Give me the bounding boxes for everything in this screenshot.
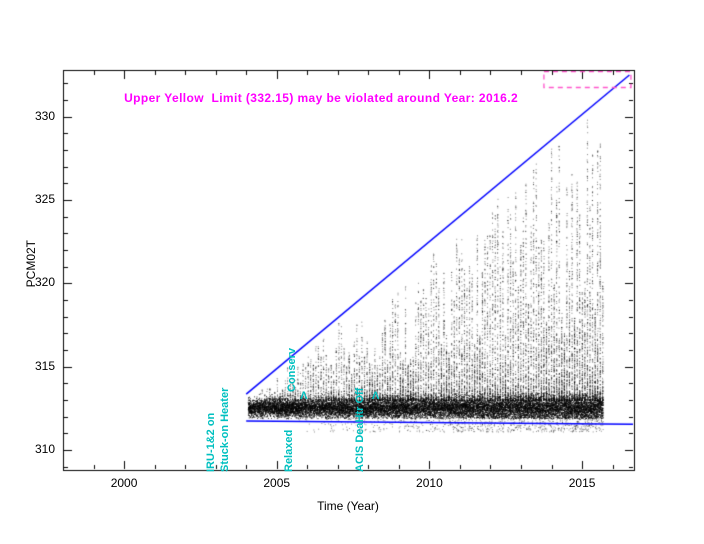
event-label-3: Relaxed (283, 429, 295, 472)
event-marker-0: Λ (300, 390, 308, 402)
x-tick-label: 2005 (263, 476, 291, 490)
y-tick-label: 315 (34, 358, 55, 373)
y-tick-label: 310 (34, 442, 55, 456)
event-label-0: IRU-1&2 on (205, 412, 218, 472)
x-tick-label: 2000 (110, 476, 138, 490)
event-label-4: ACIS DeaHtr Off (354, 387, 367, 472)
x-tick-label: 2015 (568, 476, 596, 490)
event-marker-1: Λ (371, 390, 380, 402)
y-tick-label: 330 (34, 108, 55, 123)
event-label-2: Conserv (286, 347, 299, 392)
x-tick-label: 2010 (416, 476, 443, 490)
y-tick-label: 320 (34, 275, 55, 290)
event-label-1: Stuck-on Heater (219, 387, 232, 472)
limit-violation-annotation: Upper Yellow Limit (332.15) may be viola… (124, 91, 519, 106)
x-axis-title: Time (Year) (317, 499, 379, 513)
y-tick-label: 325 (34, 192, 55, 206)
